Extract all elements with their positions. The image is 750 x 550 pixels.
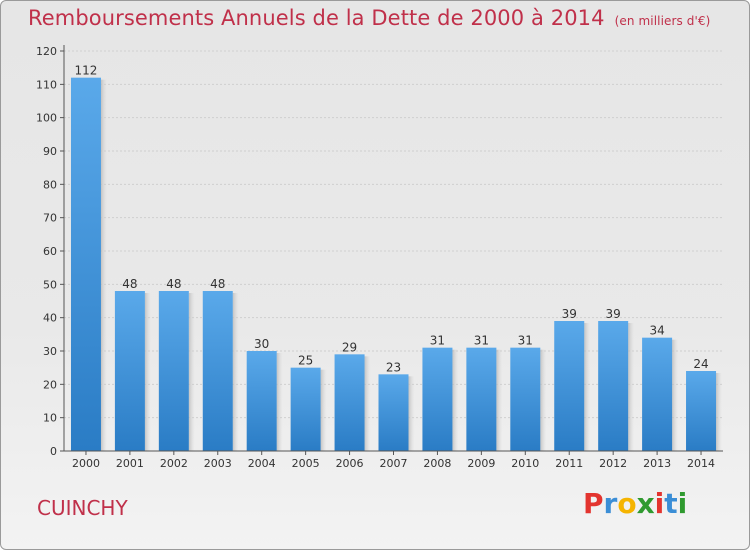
y-tick-label: 50 bbox=[43, 278, 57, 291]
bar bbox=[422, 347, 453, 451]
bar bbox=[334, 354, 365, 451]
logo-letter: i bbox=[677, 487, 688, 520]
y-tick-label: 40 bbox=[43, 312, 57, 325]
x-tick-label: 2010 bbox=[511, 457, 539, 470]
bars-layer: 112 48 48 48 30 25 29 23 31 31 31 39 39 34 24 bbox=[70, 64, 723, 452]
bar-shadow bbox=[672, 339, 679, 451]
x-tick-label: 2003 bbox=[204, 457, 232, 470]
x-tick-label: 2008 bbox=[423, 457, 451, 470]
logo-letter: i bbox=[654, 487, 665, 520]
bar-shadow bbox=[716, 373, 723, 451]
data-label: 31 bbox=[518, 334, 533, 348]
bar bbox=[642, 337, 673, 451]
x-tick-label: 2002 bbox=[160, 457, 188, 470]
x-tick-label: 2012 bbox=[599, 457, 627, 470]
bar bbox=[158, 291, 189, 451]
data-label: 23 bbox=[386, 360, 401, 374]
bar-shadow bbox=[408, 376, 415, 451]
x-tick-label: 2011 bbox=[555, 457, 583, 470]
bar bbox=[378, 374, 409, 451]
data-label: 34 bbox=[649, 324, 664, 338]
x-tick-label: 2009 bbox=[467, 457, 495, 470]
chart-title: Remboursements Annuels de la Dette de 20… bbox=[28, 6, 710, 30]
x-tick-label: 2001 bbox=[116, 457, 144, 470]
data-label: 39 bbox=[606, 307, 621, 321]
unit-label: (en milliers d'€) bbox=[614, 14, 711, 28]
bar-shadow bbox=[628, 323, 635, 451]
logo-letter: o bbox=[617, 487, 637, 520]
bar bbox=[686, 371, 717, 451]
x-tick-label: 2013 bbox=[643, 457, 671, 470]
bar bbox=[202, 291, 233, 451]
bar-chart: 112 48 48 48 30 25 29 23 31 31 31 39 39 34 24 0 10 20 30 4… bbox=[36, 45, 723, 470]
bar bbox=[114, 291, 145, 451]
data-label: 39 bbox=[562, 307, 577, 321]
y-tick-label: 80 bbox=[43, 178, 57, 191]
proxiti-logo: Proxiti bbox=[583, 487, 687, 520]
logo-letter: P bbox=[583, 487, 604, 520]
bar-shadow bbox=[232, 293, 239, 451]
title-text: Remboursements Annuels de la Dette de 20… bbox=[28, 6, 605, 30]
x-tick-label: 2005 bbox=[292, 457, 320, 470]
y-tick-label: 30 bbox=[43, 345, 57, 358]
bar-shadow bbox=[144, 293, 151, 451]
x-tick-label: 2006 bbox=[336, 457, 364, 470]
commune-name: CUINCHY bbox=[37, 496, 128, 520]
data-label: 25 bbox=[298, 354, 313, 368]
axis-layer: 0 10 20 30 40 50 60 70 80 90 100 110 120 2000 2001 2002… bbox=[36, 45, 723, 470]
data-label: 31 bbox=[474, 334, 489, 348]
x-tick-label: 2000 bbox=[72, 457, 100, 470]
bar-shadow bbox=[320, 369, 327, 451]
data-label: 24 bbox=[693, 357, 708, 371]
x-tick-label: 2007 bbox=[380, 457, 408, 470]
y-tick-label: 120 bbox=[36, 45, 57, 58]
logo-letter: x bbox=[636, 487, 655, 520]
bar-shadow bbox=[496, 349, 503, 451]
bar-shadow bbox=[100, 79, 107, 452]
bar bbox=[554, 321, 585, 451]
data-label: 30 bbox=[254, 337, 269, 351]
y-tick-label: 70 bbox=[43, 212, 57, 225]
bar bbox=[466, 347, 497, 451]
data-label: 29 bbox=[342, 340, 357, 354]
bar-shadow bbox=[364, 356, 371, 451]
bar bbox=[246, 351, 277, 451]
bar-shadow bbox=[276, 353, 283, 451]
y-tick-label: 90 bbox=[43, 145, 57, 158]
x-tick-label: 2004 bbox=[248, 457, 276, 470]
data-label: 48 bbox=[210, 277, 225, 291]
logo-letter: r bbox=[603, 487, 618, 520]
bar bbox=[598, 321, 629, 451]
bar bbox=[290, 367, 321, 451]
data-label: 48 bbox=[166, 277, 181, 291]
y-tick-label: 10 bbox=[43, 412, 57, 425]
y-tick-label: 20 bbox=[43, 378, 57, 391]
y-tick-label: 0 bbox=[50, 445, 57, 458]
data-label: 112 bbox=[75, 64, 98, 78]
bar-shadow bbox=[188, 293, 195, 451]
y-tick-label: 110 bbox=[36, 78, 57, 91]
data-label: 31 bbox=[430, 334, 445, 348]
data-label: 48 bbox=[122, 277, 137, 291]
x-tick-label: 2014 bbox=[687, 457, 715, 470]
bar-shadow bbox=[452, 349, 459, 451]
bar bbox=[70, 77, 101, 452]
logo-letter: t bbox=[664, 487, 678, 520]
bar-shadow bbox=[584, 323, 591, 451]
bar bbox=[510, 347, 541, 451]
y-tick-label: 100 bbox=[36, 112, 57, 125]
y-tick-label: 60 bbox=[43, 245, 57, 258]
bar-shadow bbox=[540, 349, 547, 451]
